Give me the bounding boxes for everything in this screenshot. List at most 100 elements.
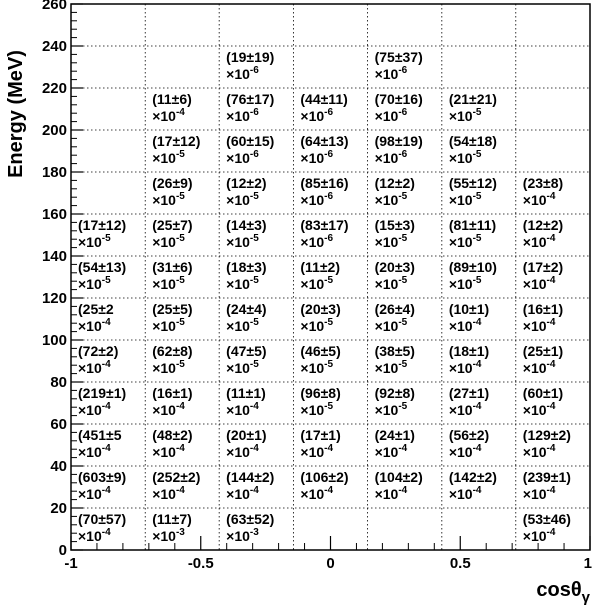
cell-value: (56±2) bbox=[449, 427, 489, 443]
cell-value: (20±1) bbox=[226, 427, 266, 443]
y-tick-label: 120 bbox=[42, 290, 67, 307]
cell-exponent: ×10-4 bbox=[78, 359, 111, 376]
x-tick-label: 0.5 bbox=[450, 555, 471, 572]
cell-exponent: ×10-4 bbox=[523, 443, 556, 460]
cell-value: (25±2 bbox=[78, 301, 114, 317]
cell-exponent-power: -5 bbox=[250, 275, 259, 286]
cell-exponent-power: -4 bbox=[547, 359, 556, 370]
cell-value: (24±1) bbox=[375, 427, 415, 443]
cell-exponent-power: -4 bbox=[102, 485, 111, 496]
cell-exponent: ×10-6 bbox=[226, 107, 259, 124]
cell-exponent-power: -4 bbox=[473, 443, 482, 454]
cell-label: (25±2×10-4 bbox=[78, 301, 114, 334]
cell-label: (53±46)×10-4 bbox=[523, 511, 571, 544]
cell-value: (17±1) bbox=[300, 427, 340, 443]
cell-exponent-power: -4 bbox=[473, 401, 482, 412]
cell-exponent: ×10-4 bbox=[375, 443, 408, 460]
cell-exponent: ×10-4 bbox=[523, 527, 556, 544]
cell-exponent: ×10-4 bbox=[226, 485, 259, 502]
cell-label: (54±18)×10-5 bbox=[449, 133, 497, 166]
cell-label: (18±1)×10-4 bbox=[449, 343, 489, 376]
x-axis-title-main: cosθ bbox=[536, 579, 581, 601]
cell-label: (25±5)×10-5 bbox=[152, 301, 192, 334]
cell-label: (26±9)×10-5 bbox=[152, 175, 192, 208]
cell-value: (12±2) bbox=[523, 217, 563, 233]
cell-exponent-power: -5 bbox=[398, 233, 407, 244]
cell-label: (17±2)×10-4 bbox=[523, 259, 563, 292]
cell-exponent-power: -5 bbox=[324, 359, 333, 370]
x-tick-label: -0.5 bbox=[188, 555, 214, 572]
cell-value: (15±3) bbox=[375, 217, 415, 233]
cell-label: (12±2)×10-4 bbox=[523, 217, 563, 250]
cell-exponent: ×10-3 bbox=[152, 527, 185, 544]
cell-exponent-power: -6 bbox=[250, 149, 259, 160]
cell-exponent: ×10-4 bbox=[523, 317, 556, 334]
cell-value: (92±8) bbox=[375, 385, 415, 401]
cell-exponent: ×10-5 bbox=[226, 191, 259, 208]
x-axis-title-subscript: γ bbox=[582, 589, 591, 606]
cell-exponent-power: -4 bbox=[547, 401, 556, 412]
y-tick-label: 140 bbox=[42, 248, 67, 265]
cell-label: (70±16)×10-6 bbox=[375, 91, 423, 124]
x-tick-label: 0 bbox=[326, 555, 334, 572]
cell-exponent: ×10-3 bbox=[226, 527, 259, 544]
cell-value: (31±6) bbox=[152, 259, 192, 275]
cell-value: (451±5 bbox=[78, 427, 122, 443]
cell-exponent-power: -6 bbox=[324, 191, 333, 202]
cell-exponent: ×10-4 bbox=[152, 485, 185, 502]
cell-value: (55±12) bbox=[449, 175, 497, 191]
cell-exponent-power: -5 bbox=[473, 149, 482, 160]
cell-exponent: ×10-4 bbox=[78, 317, 111, 334]
cell-labels: (70±57)×10-4(11±7)×10-3(63±52)×10-3(53±4… bbox=[78, 49, 571, 544]
cell-value: (47±5) bbox=[226, 343, 266, 359]
cell-exponent-power: -4 bbox=[547, 191, 556, 202]
cell-value: (26±4) bbox=[375, 301, 415, 317]
cell-exponent-power: -6 bbox=[250, 65, 259, 76]
cell-exponent-power: -5 bbox=[250, 233, 259, 244]
cell-label: (44±11)×10-6 bbox=[300, 91, 347, 124]
cell-value: (38±5) bbox=[375, 343, 415, 359]
cell-label: (48±2)×10-4 bbox=[152, 427, 192, 460]
y-tick-label: 260 bbox=[42, 0, 67, 13]
cell-label: (19±19)×10-6 bbox=[226, 49, 274, 82]
cell-value: (62±8) bbox=[152, 343, 192, 359]
cell-value: (60±15) bbox=[226, 133, 274, 149]
cell-exponent-power: -4 bbox=[398, 443, 407, 454]
cell-exponent: ×10-5 bbox=[152, 317, 185, 334]
cell-exponent: ×10-4 bbox=[226, 443, 259, 460]
cell-value: (106±2) bbox=[300, 469, 348, 485]
cell-exponent-power: -6 bbox=[324, 233, 333, 244]
cell-exponent-power: -5 bbox=[176, 149, 185, 160]
cell-exponent: ×10-5 bbox=[152, 233, 185, 250]
cell-exponent: ×10-4 bbox=[300, 485, 333, 502]
cell-label: (12±2)×10-5 bbox=[375, 175, 415, 208]
cell-exponent-power: -4 bbox=[250, 401, 259, 412]
cell-exponent-power: -4 bbox=[324, 485, 333, 496]
cell-label: (64±13)×10-6 bbox=[300, 133, 348, 166]
cell-value: (16±1) bbox=[152, 385, 192, 401]
cell-exponent-power: -4 bbox=[250, 485, 259, 496]
cell-label: (17±12)×10-5 bbox=[152, 133, 200, 166]
cell-exponent-power: -4 bbox=[102, 401, 111, 412]
cell-exponent: ×10-4 bbox=[523, 233, 556, 250]
cell-label: (12±2)×10-5 bbox=[226, 175, 266, 208]
cell-value: (25±7) bbox=[152, 217, 192, 233]
cell-exponent-power: -5 bbox=[250, 359, 259, 370]
cell-exponent: ×10-4 bbox=[449, 485, 482, 502]
cell-label: (96±8)×10-5 bbox=[300, 385, 340, 418]
cell-label: (60±1)×10-4 bbox=[523, 385, 563, 418]
cell-value: (72±2) bbox=[78, 343, 118, 359]
cell-value: (60±1) bbox=[523, 385, 563, 401]
cell-exponent: ×10-5 bbox=[375, 233, 408, 250]
cell-exponent: ×10-5 bbox=[449, 149, 482, 166]
x-tick-label: 1 bbox=[584, 555, 592, 572]
cell-value: (17±12) bbox=[152, 133, 200, 149]
cell-exponent-power: -5 bbox=[176, 359, 185, 370]
cell-exponent-power: -4 bbox=[547, 443, 556, 454]
cell-value: (48±2) bbox=[152, 427, 192, 443]
cell-exponent-power: -5 bbox=[473, 191, 482, 202]
cell-exponent: ×10-6 bbox=[375, 149, 408, 166]
cell-exponent: ×10-6 bbox=[226, 149, 259, 166]
cell-value: (24±4) bbox=[226, 301, 266, 317]
cell-label: (219±1)×10-4 bbox=[78, 385, 126, 418]
